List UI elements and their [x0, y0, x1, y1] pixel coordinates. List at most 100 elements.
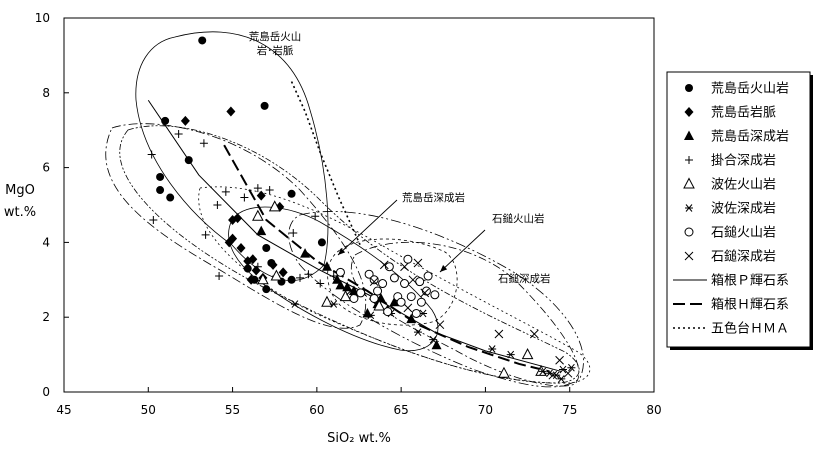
series-4-point-17	[316, 279, 325, 288]
series-4-point-19-shape	[329, 272, 338, 281]
series-3-point-1-shape	[256, 225, 267, 236]
series-4-point-16-shape	[304, 270, 313, 279]
y-tick-label-6: 6	[42, 161, 50, 175]
series-8-point-3-shape	[379, 260, 389, 270]
series-8-point-12	[555, 355, 564, 365]
series-3-point-4	[332, 274, 343, 284]
annotation-1-line-2: 岩･岩脈	[257, 44, 294, 57]
series-4-point-11-shape	[201, 230, 210, 239]
series-7-point-13-shape	[403, 254, 413, 264]
series-3-point-13	[406, 313, 417, 324]
series-1-point-3-shape	[161, 116, 170, 125]
legend-series-6-marker	[685, 204, 693, 212]
series-3-point-14-shape	[431, 339, 442, 350]
series-8-point-5-shape	[408, 275, 418, 285]
y-tick-label-2: 2	[42, 310, 50, 324]
series-6-point-5	[414, 328, 422, 336]
series-1-point-9	[317, 238, 326, 247]
series-4-point-3-shape	[199, 139, 208, 148]
series-7-point-2-shape	[349, 294, 359, 303]
series-8-point-8	[413, 258, 423, 268]
legend-trend-2-label: 箱根Ｈ輝石系	[711, 297, 789, 313]
series-6-point-9-shape	[506, 350, 515, 359]
series-7-point-1	[335, 267, 345, 277]
annotation-3-arrow	[439, 229, 486, 273]
series-8-point-3	[379, 260, 389, 270]
series-7-point-19-shape	[430, 290, 440, 300]
series-3-point-3	[321, 261, 332, 271]
series-4-point-11	[201, 230, 210, 239]
legend-series-5-label: 波佐火山岩	[711, 178, 776, 193]
series-7-point-8-shape	[384, 262, 394, 272]
legend-series-6-marker-shape	[685, 204, 693, 212]
series-2-point-6-shape	[233, 213, 243, 224]
series-4-point-18	[311, 212, 320, 221]
series-1-point-15	[243, 264, 252, 273]
series-6-point-14	[567, 363, 576, 372]
series-7-point-18-shape	[423, 271, 433, 281]
series-2-point-15-shape	[224, 237, 234, 248]
series-4-point-9	[289, 229, 298, 238]
legend: 荒島岳火山岩荒島岳岩脈荒島岳深成岩掛合深成岩波佐火山岩波佐深成岩石鎚火山岩石鎚深…	[666, 71, 813, 350]
series-4-point-19	[329, 272, 338, 281]
series-7-point-21-shape	[369, 294, 379, 303]
series-4-point-7-shape	[253, 184, 262, 193]
legend-series-4-marker	[685, 156, 693, 164]
series-7-point-4	[364, 269, 374, 279]
series-2-point-11	[251, 265, 261, 276]
series-2-point-10	[248, 254, 258, 265]
series-8-point-13-shape	[548, 370, 558, 380]
series-6-point-15	[557, 375, 566, 383]
y-tick-label-4: 4	[42, 235, 50, 249]
series-7-point-6	[373, 286, 383, 296]
series-6-point-1	[290, 300, 299, 308]
series-5-point-9	[498, 366, 510, 378]
series-8-point-10	[494, 329, 504, 339]
annotation-1-line-1: 荒島岳火山	[249, 30, 302, 43]
series-3-point-2-shape	[300, 248, 311, 258]
x-tick-label-65: 65	[394, 403, 409, 417]
series-1-point-14	[262, 285, 271, 294]
series-7-point-12-shape	[400, 279, 410, 289]
series-7-point-9-shape	[389, 273, 399, 283]
series-8-point-4-shape	[400, 262, 409, 272]
legend-series-8-label: 石鎚深成岩	[711, 250, 776, 265]
annotation-4-line-1: 石鎚深成岩	[498, 272, 551, 285]
series-4-point-17-shape	[316, 279, 325, 288]
series-1-point-2-shape	[156, 186, 165, 195]
series-1-point-9-shape	[317, 238, 326, 247]
series-5-point-6	[339, 290, 352, 302]
series-6-point-5-shape	[414, 328, 422, 336]
series-6-point-7	[429, 335, 438, 344]
series-4	[147, 129, 338, 288]
series-4-point-16	[304, 270, 313, 279]
series-8-point-10-shape	[494, 329, 504, 339]
series-6-point-2	[329, 300, 338, 308]
series-2-point-8-shape	[236, 243, 246, 254]
series-5-point-5-shape	[321, 295, 333, 307]
series-4-point-4	[213, 201, 222, 209]
y-axis-title-line-2: wt.%	[4, 205, 36, 220]
series-6-point-13-shape	[558, 365, 567, 374]
hakone-p-envelope	[119, 125, 580, 384]
x-tick-label-70: 70	[478, 403, 493, 417]
series-3-point-12-shape	[389, 296, 400, 307]
series-4-point-2-shape	[174, 129, 183, 138]
series-8-point-14	[563, 368, 573, 378]
legend-series-4-label: 掛合深成岩	[711, 154, 776, 169]
series-6-point-13	[558, 365, 567, 374]
series-6-point-1-shape	[290, 300, 299, 308]
series-4-point-9-shape	[289, 229, 298, 238]
series-2-point-11-shape	[251, 265, 261, 276]
legend-series-5-marker	[683, 177, 695, 189]
legend-series-7-label: 石鎚火山岩	[711, 226, 776, 241]
legend-trend-1-label: 箱根Ｐ輝石系	[711, 273, 789, 289]
series-2-point-1	[180, 115, 190, 126]
series-6-point-10	[538, 367, 547, 376]
series-2-point-3-shape	[256, 190, 266, 201]
series-8-point-9	[435, 320, 445, 330]
series-6-point-11	[545, 369, 554, 378]
legend-series-7-marker	[684, 227, 694, 237]
